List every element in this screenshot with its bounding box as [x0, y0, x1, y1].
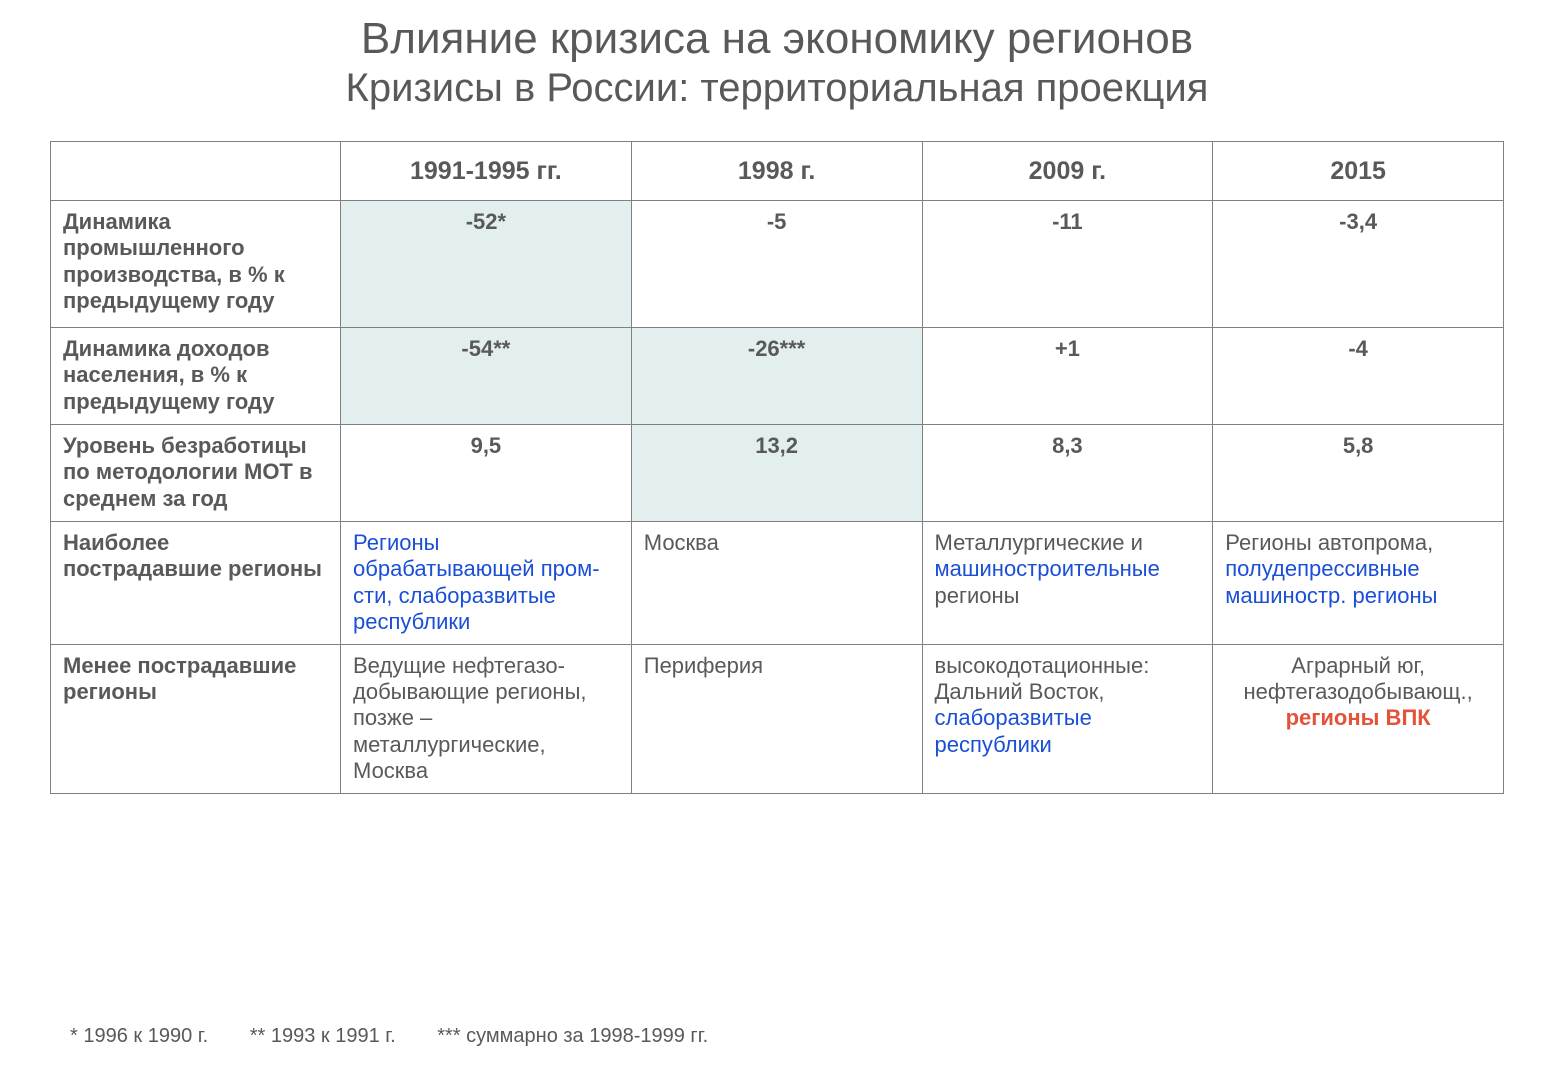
table-cell: -52* [341, 201, 632, 328]
table-cell: Ведущие нефтегазо-добывающие регионы, по… [341, 644, 632, 793]
table-cell: -3,4 [1213, 201, 1504, 328]
table-row: Динамика доходов населения, в % к предыд… [51, 328, 1504, 425]
table-cell: 13,2 [631, 425, 922, 522]
footnote: *** суммарно за 1998-1999 гг. [437, 1025, 708, 1047]
row-label: Динамика доходов населения, в % к предыд… [51, 328, 341, 425]
table-cell: Периферия [631, 644, 922, 793]
table-cell: высокодотационные: Дальний Восток, слабо… [922, 644, 1213, 793]
text-segment: Регионы автопрома, [1225, 530, 1433, 555]
row-label: Динамика промышленного производства, в %… [51, 201, 341, 328]
text-segment: Металлургические и [935, 530, 1143, 555]
table-row: Уровень безработицы по методологии МОТ в… [51, 425, 1504, 522]
footnotes: * 1996 к 1990 г. ** 1993 к 1991 г. *** с… [70, 1025, 744, 1048]
table-row: Менее пострадавшие регионыВедущие нефтег… [51, 644, 1504, 793]
text-segment: высокодотационные: Дальний Восток, [935, 653, 1150, 704]
table-cell: Москва [631, 522, 922, 645]
text-segment: Регионы обрабатывающей пром-сти, слабора… [353, 530, 600, 634]
text-segment: Периферия [644, 653, 763, 678]
text-segment: Аграрный юг, нефтегазодобывающ., [1244, 653, 1473, 704]
table-body: Динамика промышленного производства, в %… [51, 201, 1504, 794]
text-segment: регионы [935, 583, 1020, 608]
table-header: 2015 [1213, 142, 1504, 201]
text-segment: Ведущие нефтегазо-добывающие регионы, по… [353, 653, 587, 784]
page-subtitle: Кризисы в России: территориальная проекц… [50, 66, 1504, 111]
table-header: 1998 г. [631, 142, 922, 201]
table-cell: Регионы автопрома, полудепрессивные маши… [1213, 522, 1504, 645]
table-cell: Металлургические и машиностроительные ре… [922, 522, 1213, 645]
table-cell: -26*** [631, 328, 922, 425]
table-header: 1991-1995 гг. [341, 142, 632, 201]
text-segment: полудепрессивные машиностр. регионы [1225, 556, 1437, 607]
table-cell: 8,3 [922, 425, 1213, 522]
table-header-blank [51, 142, 341, 201]
text-segment: Москва [644, 530, 719, 555]
table-row: Динамика промышленного производства, в %… [51, 201, 1504, 328]
row-label: Уровень безработицы по методологии МОТ в… [51, 425, 341, 522]
table-cell: Регионы обрабатывающей пром-сти, слабора… [341, 522, 632, 645]
table-cell: +1 [922, 328, 1213, 425]
page-title: Влияние кризиса на экономику регионов [50, 14, 1504, 64]
row-label: Менее пострадавшие регионы [51, 644, 341, 793]
table-cell: -54** [341, 328, 632, 425]
footnote: * 1996 к 1990 г. [70, 1025, 208, 1047]
footnote: ** 1993 к 1991 г. [250, 1025, 396, 1047]
table-cell: 5,8 [1213, 425, 1504, 522]
table-cell: -4 [1213, 328, 1504, 425]
table-row: Наиболее пострадавшие регионыРегионы обр… [51, 522, 1504, 645]
table-cell: -5 [631, 201, 922, 328]
text-segment: слаборазвитые республики [935, 705, 1092, 756]
table-cell: Аграрный юг, нефтегазодобывающ., регионы… [1213, 644, 1504, 793]
crisis-table: 1991-1995 гг. 1998 г. 2009 г. 2015 Динам… [50, 141, 1504, 794]
table-header-row: 1991-1995 гг. 1998 г. 2009 г. 2015 [51, 142, 1504, 201]
text-segment: машиностроительные [935, 556, 1160, 581]
table-header: 2009 г. [922, 142, 1213, 201]
row-label: Наиболее пострадавшие регионы [51, 522, 341, 645]
table-cell: 9,5 [341, 425, 632, 522]
slide-page: Влияние кризиса на экономику регионов Кр… [0, 0, 1554, 1078]
text-segment: регионы ВПК [1286, 705, 1431, 730]
table-cell: -11 [922, 201, 1213, 328]
